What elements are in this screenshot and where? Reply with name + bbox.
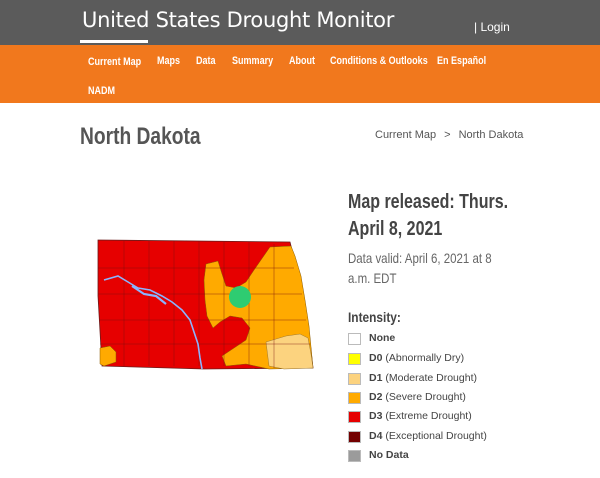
nav-about[interactable]: About <box>289 55 316 67</box>
nav-conditions-outlooks[interactable]: Conditions & Outlooks <box>330 55 428 67</box>
legend-item-no-data: No Data <box>348 449 528 463</box>
legend-code: No Data <box>369 449 409 461</box>
legend-label: None <box>369 332 395 344</box>
legend-item-d4: D4 (Exceptional Drought) <box>348 430 528 444</box>
nav-summary[interactable]: Summary <box>232 55 274 67</box>
legend-code: D0 <box>369 352 383 364</box>
legend-label: D1 (Moderate Drought) <box>369 372 477 384</box>
login-link[interactable]: | Login <box>474 20 510 34</box>
title-underline <box>80 40 148 43</box>
legend-item-d3: D3 (Extreme Drought) <box>348 410 528 424</box>
legend-swatch <box>348 450 361 462</box>
breadcrumb-north-dakota: North Dakota <box>458 129 524 141</box>
intensity-heading: Intensity: <box>348 309 401 325</box>
legend-swatch <box>348 353 361 365</box>
breadcrumb: Current Map > North Dakota <box>375 129 523 141</box>
legend-swatch <box>348 392 361 404</box>
site-title[interactable]: United States Drought Monitor <box>82 8 395 32</box>
legend-swatch <box>348 373 361 385</box>
legend-label: No Data <box>369 449 409 461</box>
lake-sakakawea <box>131 285 167 305</box>
legend-desc: (Moderate Drought) <box>382 372 477 384</box>
legend-label: D3 (Extreme Drought) <box>369 410 472 422</box>
state-d2-southwest <box>99 345 117 367</box>
map-released-date: Map released: Thurs. April 8, 2021 <box>348 191 509 240</box>
legend-item-d2: D2 (Severe Drought) <box>348 391 528 405</box>
nav-nadm[interactable]: NADM <box>88 85 116 97</box>
legend-swatch <box>348 431 361 443</box>
data-valid-date: Data valid: April 6, 2021 at 8 a.m. EDT <box>348 250 492 286</box>
nav-en-espanol[interactable]: En Español <box>437 55 487 67</box>
legend-item-none: None <box>348 332 528 346</box>
nav-maps[interactable]: Maps <box>157 55 181 67</box>
breadcrumb-separator: > <box>444 129 451 141</box>
legend-swatch <box>348 411 361 423</box>
legend-code: D1 <box>369 372 383 384</box>
legend-label: D2 (Severe Drought) <box>369 391 466 403</box>
legend-label: D4 (Exceptional Drought) <box>369 430 487 442</box>
page-title: North Dakota <box>80 123 201 150</box>
legend-item-d0: D0 (Abnormally Dry) <box>348 352 528 366</box>
breadcrumb-current-map[interactable]: Current Map <box>375 129 437 141</box>
legend-desc: (Abnormally Dry) <box>382 352 465 364</box>
missouri-river <box>103 275 203 370</box>
site-header: United States Drought Monitor | Login <box>0 0 600 45</box>
legend-desc: (Exceptional Drought) <box>382 430 487 442</box>
nav-data[interactable]: Data <box>196 55 216 67</box>
legend-code: D2 <box>369 391 383 403</box>
legend-desc: (Severe Drought) <box>382 391 466 403</box>
drought-map[interactable] <box>94 236 316 374</box>
legend-desc: (Extreme Drought) <box>382 410 472 422</box>
location-marker[interactable] <box>229 286 251 308</box>
legend-label: D0 (Abnormally Dry) <box>369 352 464 364</box>
main-nav: Current Map Maps Data Summary About Cond… <box>0 45 600 103</box>
legend-code: None <box>369 332 396 344</box>
legend-code: D3 <box>369 410 383 422</box>
legend-item-d1: D1 (Moderate Drought) <box>348 372 528 386</box>
legend-swatch <box>348 333 361 345</box>
nav-current-map[interactable]: Current Map <box>88 56 142 68</box>
legend-code: D4 <box>369 430 383 442</box>
